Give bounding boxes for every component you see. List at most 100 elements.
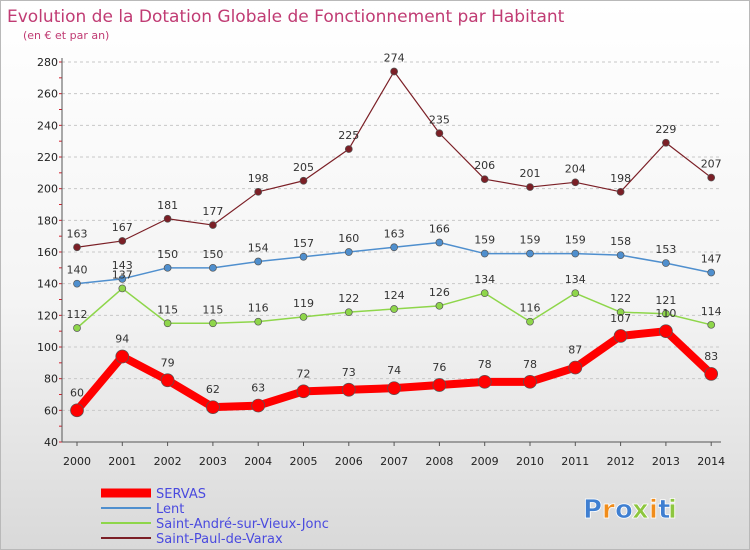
data-label: 177 bbox=[202, 205, 223, 218]
data-point bbox=[115, 349, 130, 364]
data-point bbox=[662, 138, 670, 147]
data-point bbox=[299, 313, 308, 321]
data-label: 114 bbox=[701, 305, 722, 318]
data-label: 167 bbox=[112, 221, 133, 234]
y-tick-label: 140 bbox=[37, 278, 58, 291]
data-point bbox=[206, 400, 220, 415]
data-point bbox=[299, 252, 308, 261]
data-label: 83 bbox=[704, 350, 718, 363]
data-point bbox=[163, 214, 172, 223]
data-point bbox=[435, 301, 444, 310]
data-label: 78 bbox=[523, 358, 537, 371]
data-label: 159 bbox=[474, 234, 495, 247]
data-point bbox=[480, 249, 489, 258]
y-tick-label: 60 bbox=[44, 404, 58, 417]
y-tick-label: 200 bbox=[37, 183, 58, 196]
data-label: 153 bbox=[655, 243, 676, 256]
data-label: 79 bbox=[161, 356, 175, 369]
data-point bbox=[707, 173, 716, 182]
logo-letter: x bbox=[632, 495, 649, 525]
data-point bbox=[344, 308, 353, 317]
data-label: 163 bbox=[67, 227, 88, 240]
y-tick-label: 260 bbox=[37, 88, 58, 101]
logo-letter: i bbox=[649, 495, 658, 525]
y-tick-label: 80 bbox=[44, 373, 58, 386]
data-point bbox=[659, 324, 673, 339]
data-label: 72 bbox=[297, 367, 311, 380]
data-label: 207 bbox=[701, 158, 722, 171]
data-label: 205 bbox=[293, 161, 314, 174]
data-point bbox=[523, 374, 537, 389]
logo-letter: i bbox=[668, 495, 677, 525]
data-label: 87 bbox=[568, 344, 582, 357]
data-label: 60 bbox=[70, 386, 84, 399]
data-label: 107 bbox=[610, 312, 631, 325]
data-label: 134 bbox=[565, 273, 586, 286]
data-point bbox=[477, 374, 492, 389]
data-point bbox=[163, 263, 172, 272]
x-tick-label: 2012 bbox=[607, 455, 635, 468]
data-point bbox=[613, 329, 628, 343]
data-point bbox=[209, 263, 217, 272]
x-tick-label: 2009 bbox=[471, 455, 499, 468]
y-tick-label: 280 bbox=[37, 56, 58, 69]
data-point bbox=[73, 324, 81, 332]
y-tick-label: 220 bbox=[37, 151, 58, 164]
data-point bbox=[616, 308, 625, 317]
logo-letter: r bbox=[602, 495, 615, 525]
data-point bbox=[707, 320, 716, 329]
data-label: 158 bbox=[610, 235, 631, 248]
data-label: 73 bbox=[342, 366, 356, 379]
data-label: 150 bbox=[157, 248, 178, 261]
data-label: 112 bbox=[67, 308, 88, 321]
data-label: 78 bbox=[478, 358, 492, 371]
data-label: 198 bbox=[610, 172, 631, 185]
data-point bbox=[254, 187, 263, 196]
x-tick-label: 2000 bbox=[63, 455, 91, 468]
x-tick-label: 2014 bbox=[697, 455, 725, 468]
data-label: 201 bbox=[520, 167, 541, 180]
series-group bbox=[70, 67, 719, 418]
data-point bbox=[526, 317, 534, 326]
data-point bbox=[118, 237, 127, 245]
data-point bbox=[435, 129, 444, 138]
data-point bbox=[616, 251, 625, 260]
series-line-3 bbox=[76, 70, 712, 248]
data-point bbox=[390, 67, 398, 76]
data-point bbox=[526, 249, 534, 258]
x-tick-label: 2011 bbox=[561, 455, 589, 468]
x-tick-label: 2003 bbox=[199, 455, 227, 468]
data-point bbox=[254, 257, 263, 266]
axes: 40 60 80 100 120 140 160 180 200 220 240 260 280 2000… bbox=[37, 56, 725, 468]
data-labels: 60 94 79 62 63 72 73 74 76 78 78 87 107 110 83 140 143 15… bbox=[67, 52, 722, 400]
logo-letter: P bbox=[583, 495, 602, 525]
data-label: 181 bbox=[157, 199, 178, 212]
data-label: 159 bbox=[565, 234, 586, 247]
data-label: 134 bbox=[474, 273, 495, 286]
y-tick-label: 120 bbox=[37, 309, 58, 322]
data-point bbox=[344, 248, 353, 256]
data-label: 116 bbox=[248, 302, 269, 315]
data-point bbox=[707, 268, 716, 277]
data-label: 204 bbox=[565, 162, 586, 175]
data-label: 235 bbox=[429, 113, 450, 126]
data-label: 198 bbox=[248, 172, 269, 185]
data-point bbox=[662, 259, 670, 267]
data-point bbox=[480, 289, 489, 298]
data-label: 121 bbox=[655, 294, 676, 307]
data-point bbox=[390, 243, 398, 252]
data-point bbox=[73, 243, 81, 252]
data-label: 154 bbox=[248, 242, 269, 255]
data-label: 126 bbox=[429, 286, 450, 299]
x-tick-label: 2005 bbox=[290, 455, 318, 468]
data-label: 206 bbox=[474, 159, 495, 172]
y-tick-label: 40 bbox=[44, 436, 58, 449]
logo-letter: t bbox=[658, 495, 670, 525]
data-point bbox=[160, 373, 175, 388]
data-label: 163 bbox=[384, 227, 405, 240]
data-label: 124 bbox=[384, 289, 405, 302]
data-label: 110 bbox=[655, 307, 676, 320]
